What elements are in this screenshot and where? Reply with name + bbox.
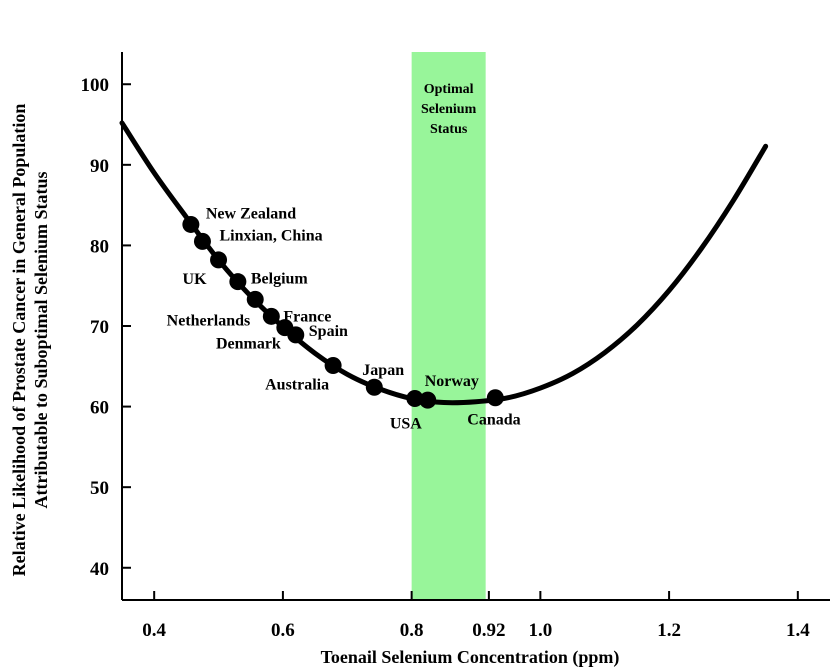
point-label: New Zealand: [206, 205, 296, 222]
ticks: 0.4 0.6 0.8 0.92 1.0 1.2 1.4 40 50 60 70 80 90 100: [81, 75, 811, 641]
point-label: USA: [390, 416, 422, 433]
band-label-line-3: Status: [430, 122, 468, 137]
y-tick-label: 80: [90, 236, 109, 257]
point-label: Denmark: [216, 336, 281, 353]
y-axis-title-line-1: Relative Likelihood of Prostate Cancer i…: [9, 104, 29, 577]
point-label: Linxian, China: [219, 227, 322, 244]
point-label: Japan: [362, 362, 404, 379]
optimal-band-layer: Optimal Selenium Status: [411, 52, 486, 600]
data-point: [287, 326, 305, 344]
x-tick-label: 0.6: [271, 620, 295, 641]
points-layer: New Zealand Linxian, China UK Belgium Nether…: [167, 205, 521, 432]
band-label-line-2: Selenium: [421, 102, 477, 117]
y-tick-label: 70: [90, 317, 109, 338]
y-tick-label: 60: [90, 398, 109, 419]
point-label: UK: [183, 271, 208, 288]
risk-curve: [119, 120, 769, 406]
data-point: [419, 391, 437, 409]
y-tick-label: 90: [90, 156, 109, 177]
y-tick-label: 100: [81, 75, 110, 96]
y-tick-label: 40: [90, 559, 109, 580]
point-label: Australia: [265, 376, 329, 393]
x-axis-title: Toenail Selenium Concentration (ppm): [321, 647, 620, 667]
optimal-band: [411, 52, 486, 600]
point-label: Netherlands: [167, 312, 251, 329]
data-point: [365, 378, 383, 396]
data-point: [229, 273, 247, 291]
data-point: [210, 251, 228, 269]
point-label: Spain: [309, 323, 348, 340]
axis-titles: Toenail Selenium Concentration (ppm) Rel…: [9, 104, 619, 667]
data-point: [182, 215, 200, 233]
x-tick-label: 0.8: [400, 620, 424, 641]
x-tick-label: 1.0: [528, 620, 552, 641]
x-tick-label: 0.4: [142, 620, 166, 641]
point-label: Belgium: [251, 271, 309, 288]
x-tick-label: 0.92: [472, 620, 505, 641]
x-tick-label: 1.4: [786, 620, 810, 641]
data-point: [486, 389, 504, 407]
point-label: Norway: [425, 373, 479, 390]
curve-layer: [119, 120, 769, 406]
x-tick-label: 1.2: [657, 620, 681, 641]
point-label: France: [283, 308, 331, 325]
y-axis-title-line-2: Attributable to Suboptimal Selenium Stat…: [31, 171, 51, 508]
data-point: [324, 356, 342, 374]
y-tick-label: 50: [90, 478, 109, 499]
data-point: [246, 290, 264, 308]
point-label: Canada: [467, 412, 520, 429]
data-point: [193, 232, 211, 250]
band-label-line-1: Optimal: [424, 82, 474, 97]
data-point: [406, 390, 424, 408]
data-point: [262, 307, 280, 325]
